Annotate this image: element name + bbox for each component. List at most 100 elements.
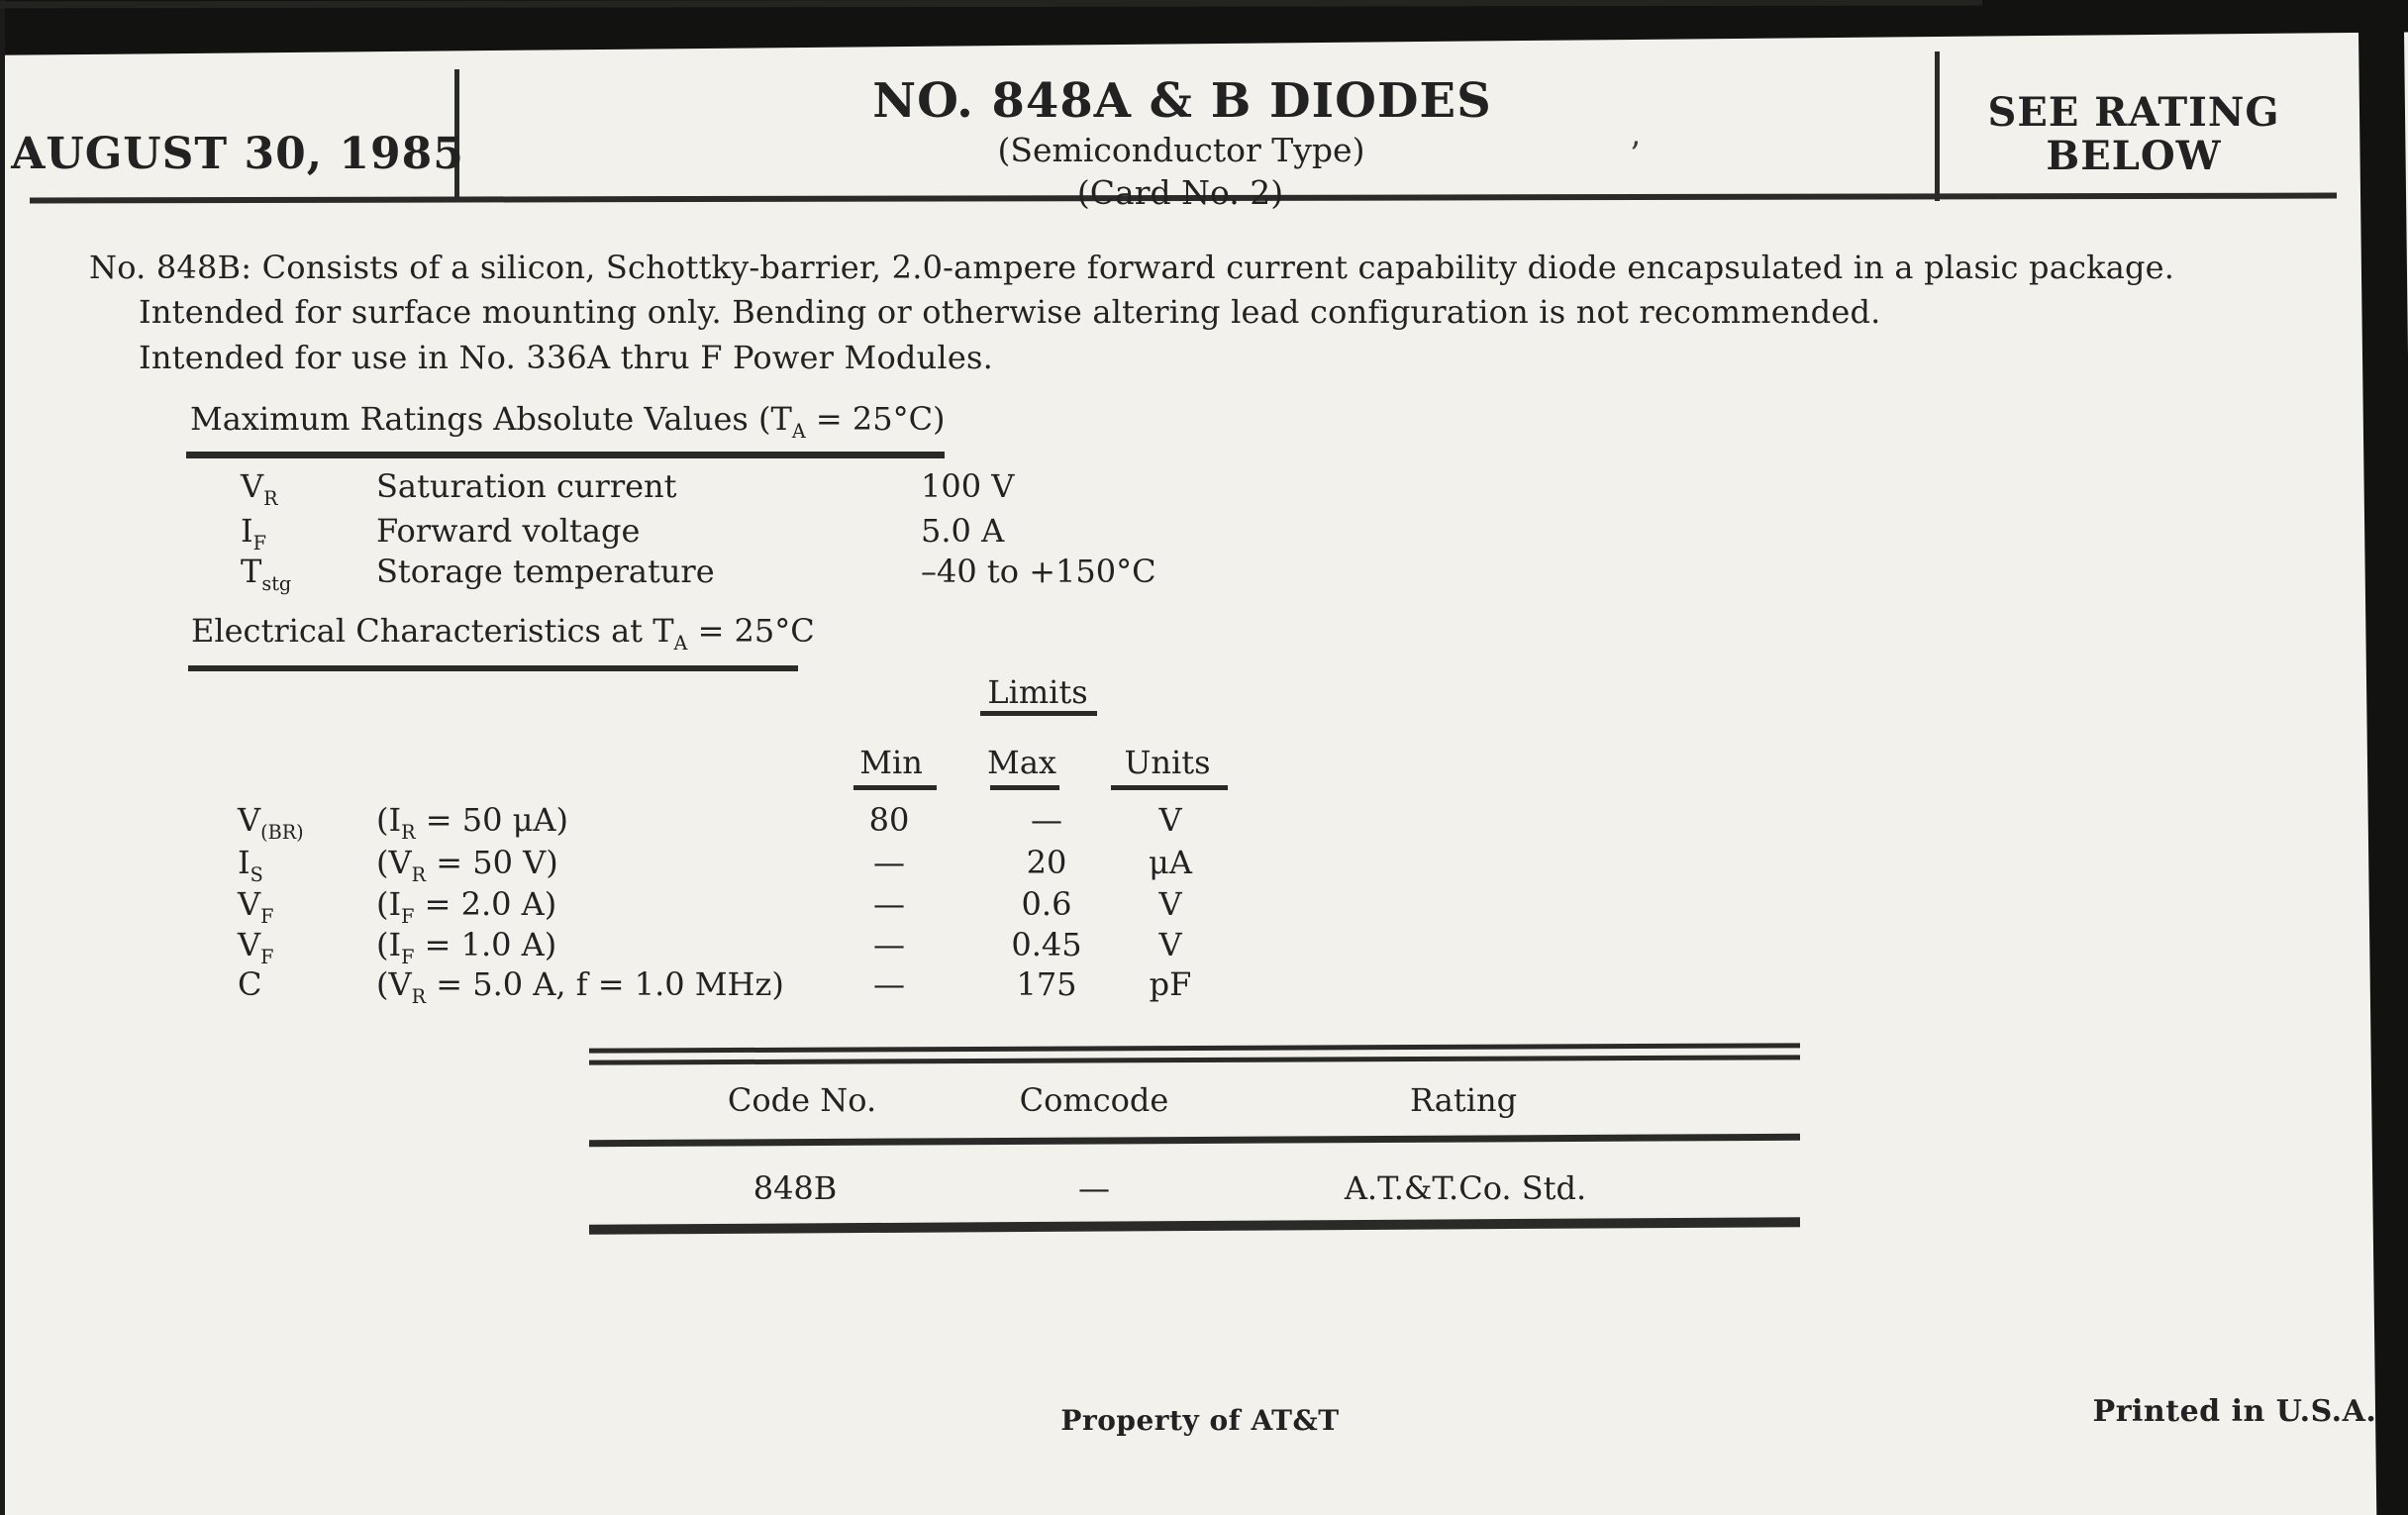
char-max-value: — <box>1031 801 1062 839</box>
symbol-base: C <box>238 965 262 1003</box>
description-line-2: Intended for surface mounting only. Bend… <box>139 293 1881 331</box>
condition-subscript: F <box>401 946 415 969</box>
char-units: V <box>1158 801 1182 839</box>
electrical-characteristics-heading: Electrical Characteristics at TA = 25°C <box>191 612 815 654</box>
condition-text: (I <box>376 801 402 839</box>
char-condition: (IF = 1.0 A) <box>376 926 557 967</box>
char-min-value: 80 <box>868 801 910 839</box>
max-rating-value: 100 V <box>921 467 1015 505</box>
code-table-top-rule-1 <box>588 1043 1801 1054</box>
heading-text: Maximum Ratings Absolute Values (T <box>190 400 792 438</box>
char-symbol: IS <box>238 844 263 885</box>
footer-property-notice: Property of AT&T <box>1060 1404 1340 1437</box>
char-condition: (VR = 50 V) <box>376 844 558 885</box>
char-condition: (IF = 2.0 A) <box>376 885 557 927</box>
condition-text-post: = 50 V) <box>426 844 558 881</box>
condition-subscript: R <box>401 821 416 845</box>
condition-text: (I <box>376 885 402 923</box>
heading-text-post: = 25°C <box>687 612 815 650</box>
char-symbol: VF <box>238 926 273 967</box>
char-units: μA <box>1149 844 1192 881</box>
heading-text: Electrical Characteristics at T <box>191 612 674 650</box>
heading-text-post: = 25°C) <box>805 400 946 438</box>
code-table-cell-comcode: — <box>1078 1169 1110 1207</box>
condition-text-post: = 50 μA) <box>415 801 569 839</box>
symbol-base: T <box>241 553 262 590</box>
char-condition: (VR = 5.0 A, f = 1.0 MHz) <box>376 965 784 1007</box>
issue-date: AUGUST 30, 1985 <box>11 129 464 179</box>
units-column-underline <box>1111 785 1228 790</box>
code-table-header-comcode: Comcode <box>1019 1081 1169 1119</box>
code-table-bottom-rule <box>588 1217 1801 1235</box>
code-table-mid-rule <box>588 1133 1801 1148</box>
condition-text: (V <box>376 965 412 1003</box>
scan-artifact-mark: ’ <box>1630 135 1641 174</box>
char-min-value: — <box>873 965 905 1003</box>
char-units: V <box>1158 885 1182 923</box>
char-max-value: 20 <box>1026 844 1067 881</box>
code-table-cell-rating: A.T.&T.Co. Std. <box>1344 1169 1587 1207</box>
symbol-base: I <box>241 512 253 550</box>
symbol-base: V <box>238 801 261 839</box>
max-rating-value: 5.0 A <box>921 512 1005 550</box>
code-table-cell-code-no: 848B <box>752 1169 838 1207</box>
symbol-subscript: F <box>260 946 274 969</box>
column-header-units: Units <box>1124 744 1211 781</box>
symbol-base: V <box>238 885 261 923</box>
scan-right-border <box>2358 0 2408 1515</box>
description-line-3: Intended for use in No. 336A thru F Powe… <box>139 339 993 376</box>
min-column-underline <box>853 785 937 790</box>
char-units: V <box>1158 926 1182 963</box>
condition-subscript: F <box>401 905 415 929</box>
char-min-value: — <box>873 926 905 963</box>
scan-top-border <box>0 0 2408 56</box>
char-units: pF <box>1149 965 1192 1003</box>
symbol-base: V <box>238 926 261 963</box>
limits-column-group-label: Limits <box>987 673 1088 711</box>
header-divider-right <box>1935 51 1940 201</box>
description-line-1: No. 848B: Consists of a silicon, Schottk… <box>89 249 2175 286</box>
rating-note-line2: BELOW <box>2046 133 2222 179</box>
condition-text-post: = 5.0 A, f = 1.0 MHz) <box>426 965 784 1003</box>
symbol-base: V <box>241 467 264 505</box>
char-condition: (IR = 50 μA) <box>376 801 569 843</box>
condition-text-post: = 1.0 A) <box>414 926 557 963</box>
condition-text: (V <box>376 844 412 881</box>
heading-subscript: A <box>673 632 688 656</box>
limits-underline <box>980 711 1097 716</box>
condition-text-post: = 2.0 A) <box>414 885 557 923</box>
code-table-header-rating: Rating <box>1409 1081 1518 1119</box>
max-rating-value: –40 to +150°C <box>921 553 1156 590</box>
char-max-value: 0.6 <box>1021 885 1072 923</box>
char-symbol: C <box>238 965 262 1003</box>
symbol-subscript: S <box>250 863 263 887</box>
char-min-value: — <box>873 885 905 923</box>
char-max-value: 175 <box>1016 965 1077 1003</box>
subtitle-card-no: (Card No. 2) <box>1076 173 1284 212</box>
subtitle-semiconductor-type: (Semiconductor Type) <box>997 131 1365 169</box>
char-symbol: V(BR) <box>238 801 304 843</box>
rating-note-line1: SEE RATING <box>1987 89 2280 136</box>
symbol-subscript: F <box>252 532 266 556</box>
char-max-value: 0.45 <box>1011 926 1082 963</box>
scan-left-border <box>0 0 5 1515</box>
code-table-top-rule-2 <box>588 1055 1801 1065</box>
max-rating-symbol: VR <box>241 467 278 509</box>
max-rating-parameter: Forward voltage <box>376 512 641 550</box>
symbol-subscript: R <box>263 487 278 511</box>
condition-subscript: R <box>411 985 427 1009</box>
symbol-subscript: F <box>260 905 274 929</box>
maximum-ratings-underline <box>186 452 945 458</box>
max-column-underline <box>990 785 1059 790</box>
code-table-header-code-no: Code No. <box>727 1081 877 1119</box>
electrical-characteristics-underline <box>188 665 798 671</box>
heading-subscript: A <box>791 420 806 444</box>
max-rating-parameter: Storage temperature <box>376 553 715 590</box>
condition-subscript: R <box>411 863 427 887</box>
symbol-base: I <box>238 844 251 881</box>
maximum-ratings-heading: Maximum Ratings Absolute Values (TA = 25… <box>190 400 946 442</box>
condition-text: (I <box>376 926 402 963</box>
max-rating-symbol: IF <box>241 512 266 554</box>
column-header-max: Max <box>987 744 1056 781</box>
symbol-subscript: stg <box>261 572 292 596</box>
